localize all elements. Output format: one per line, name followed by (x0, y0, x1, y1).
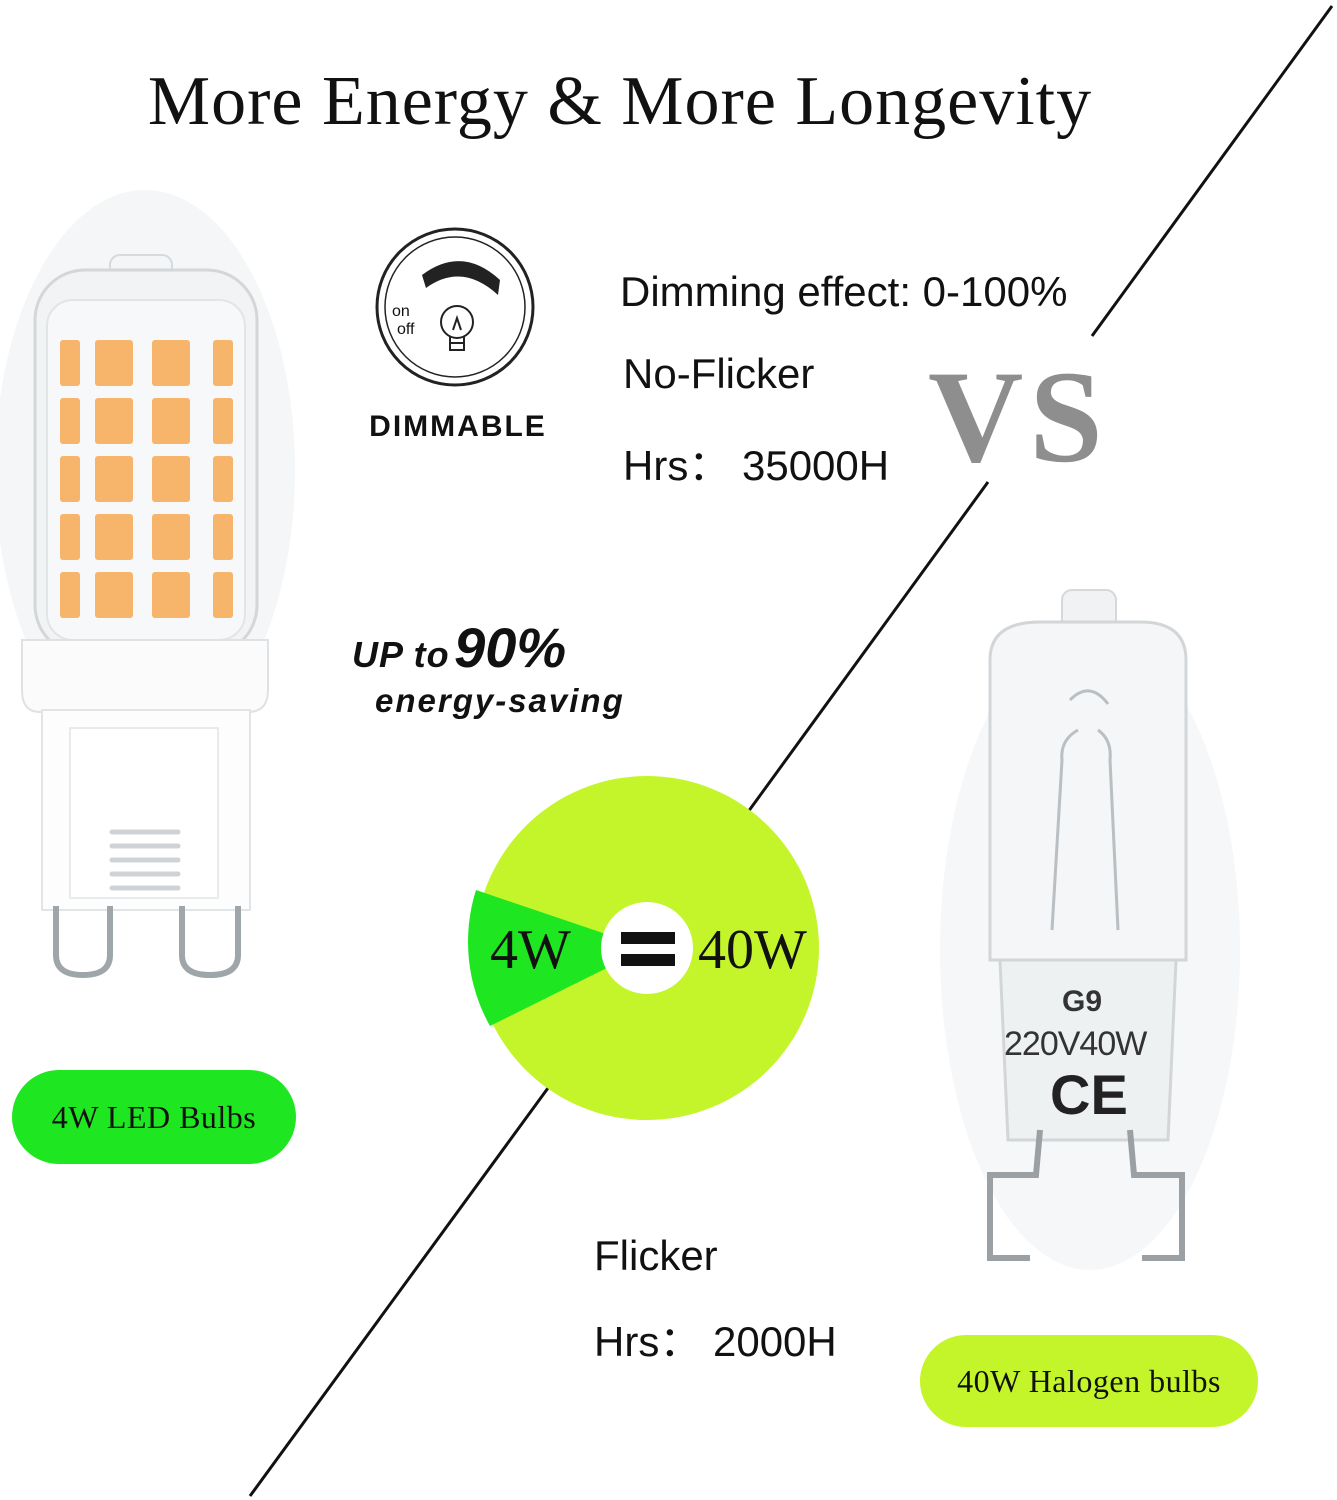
led-chips (60, 340, 233, 618)
equals-bar-top (621, 932, 675, 944)
halogen-bulb-label-pill: 40W Halogen bulbs (920, 1335, 1258, 1427)
halogen-bulb-label: 40W Halogen bulbs (957, 1362, 1221, 1399)
dimmable-caption: DIMMABLE (369, 410, 547, 443)
halogen-bulb-image (940, 589, 1240, 1270)
led-bulb-label: 4W LED Bulbs (51, 1098, 257, 1135)
led-dimming-spec: Dimming effect: 0-100% (620, 268, 1068, 315)
dimmer-on-label: on (392, 303, 410, 320)
halogen-watt-label: 40W (698, 919, 807, 981)
saving-prefix: UP to (352, 634, 450, 675)
halogen-rating-marking: 220V40W (1004, 1025, 1147, 1063)
power-comparison-donut (468, 776, 819, 1120)
page-title: More Energy & More Longevity (147, 63, 1093, 140)
saving-suffix: energy-saving (375, 682, 625, 719)
diagonal-divider (248, 5, 1334, 1497)
led-watt-label: 4W (490, 919, 571, 981)
led-flicker-spec: No-Flicker (623, 350, 815, 397)
halogen-model-marking: G9 (1062, 985, 1103, 1018)
led-hours-spec: Hrs： 35000H (623, 442, 890, 489)
dimmer-off-label: off (397, 321, 415, 338)
led-bulb-label-pill: 4W LED Bulbs (12, 1070, 296, 1164)
ce-mark: CE (1050, 1063, 1128, 1126)
dimmable-knob-icon (375, 227, 535, 387)
equals-bar-bottom (621, 954, 675, 966)
halogen-hours-spec: Hrs： 2000H (594, 1318, 837, 1365)
saving-percent: 90% (454, 616, 567, 679)
vs-text: VS (928, 343, 1109, 490)
halogen-flicker-spec: Flicker (594, 1232, 718, 1279)
led-bulb-image (0, 190, 295, 979)
energy-saving-headline: UP to 90% (352, 615, 566, 680)
